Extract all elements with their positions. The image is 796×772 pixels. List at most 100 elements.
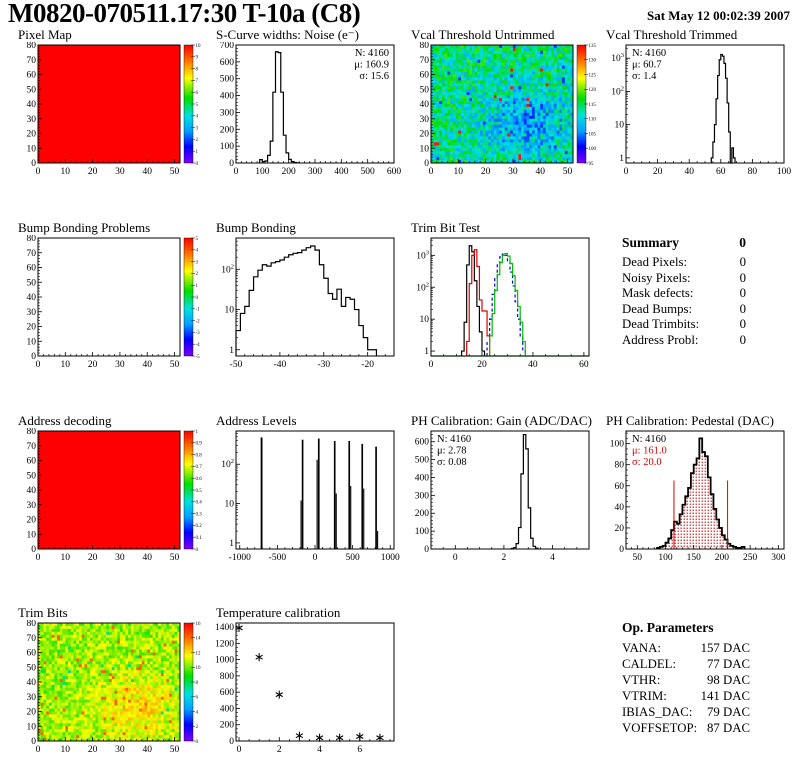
svg-text:50: 50 [170,360,180,370]
svg-text:102: 102 [221,263,234,275]
svg-text:20: 20 [88,167,98,177]
svg-text:20: 20 [615,524,625,534]
svg-text:200: 200 [220,125,235,135]
svg-text:102: 102 [416,281,429,293]
svg-text:1: 1 [229,346,234,356]
svg-text:10: 10 [420,144,430,154]
svg-text:50: 50 [170,167,180,177]
svg-text:100: 100 [610,440,625,450]
svg-text:50: 50 [563,167,573,177]
svg-text:3: 3 [196,260,199,265]
chart-canvas-temperature: 0 2 4 6 0 200 400 600 800 1000 1200 1400 [206,620,406,768]
svg-text:4: 4 [550,553,555,563]
svg-text:μ: 2.78: μ: 2.78 [437,446,467,457]
svg-text:1: 1 [424,347,429,357]
svg-text:40: 40 [420,100,430,110]
svg-text:0: 0 [429,360,434,370]
svg-text:10: 10 [61,360,71,370]
svg-text:20: 20 [477,360,487,370]
svg-text:-30: -30 [317,360,330,370]
chart-address-levels: Address Levels -1000 -500 0 500 1000 1 10 102 [206,414,406,606]
summary-label: Dead Bumps: [622,301,693,316]
svg-text:600: 600 [220,58,235,68]
svg-text:1: 1 [196,430,199,435]
svg-text:110: 110 [589,118,597,123]
svg-text:0: 0 [196,548,199,553]
chart-title: Address Levels [216,413,297,428]
chart-title: PH Calibration: Gain (ADC/DAC) [411,413,592,428]
svg-text:4: 4 [196,249,199,254]
svg-text:8: 8 [196,67,199,72]
svg-text:100: 100 [255,167,270,177]
svg-text:400: 400 [220,92,235,102]
chart-bump-bonding: Bump Bonding -50 -40 -30 -20 1 10 102 [206,221,406,413]
summary-title: Summary [622,235,679,250]
svg-text:30: 30 [27,115,37,125]
chart-vcal-threshold-untrimmed: Vcal Threshold Untrimmed 95 100 105 110 115 1… [401,28,601,220]
svg-text:4: 4 [196,115,199,120]
chart-canvas-vcal-trimmed: 0 20 40 60 80 100 1 10 102 103 N: 4160 μ: 60.7 σ: 1.… [596,42,796,190]
svg-text:20: 20 [88,553,98,563]
svg-text:100: 100 [589,147,597,152]
svg-text:0.6: 0.6 [196,477,203,482]
svg-text:0: 0 [31,159,36,169]
page-title: M0820-070511.17:30 T-10a (C8) [8,0,361,28]
svg-text:20: 20 [420,130,430,140]
svg-text:40: 40 [142,360,152,370]
svg-text:600: 600 [387,167,402,177]
svg-text:40: 40 [142,553,152,563]
svg-text:20: 20 [27,323,37,333]
svg-text:60: 60 [615,482,625,492]
chart-canvas-vcal-untrimmed: 95 100 105 110 115 120 125 130 135 0 10 20 30 40 50 0 10… [401,42,601,190]
chart-canvas-ph-pedestal: 50 100 150 200 250 300 0 20 40 60 80 100 N: 4160 μ: 1… [596,428,796,576]
chart-address-decoding: Address decoding 0 0.1 0.2 0.3 0.4 0.5 0.6 0.7 0… [8,414,208,606]
svg-text:105: 105 [589,132,597,137]
svg-text:0.9: 0.9 [196,442,203,447]
svg-text:0.4: 0.4 [196,501,203,506]
svg-text:200: 200 [715,553,730,563]
svg-text:6: 6 [196,91,199,96]
op-parameter-label: VTRIM: [622,689,667,703]
chart-canvas-trim-bits: 0 2 4 6 8 10 12 14 16 0 10 20 30 40 50 0 10 20 30 40 50 60 70 8… [8,620,208,768]
op-parameter-value: 79 DAC [706,705,750,719]
svg-text:60: 60 [27,457,37,467]
op-parameter-value: 87 DAC [706,721,750,735]
svg-text:10: 10 [196,44,202,49]
svg-text:30: 30 [508,167,518,177]
svg-text:40: 40 [27,486,37,496]
svg-text:σ: 1.4: σ: 1.4 [632,71,657,82]
summary-row: Dead Trimbits: 0 [622,317,746,333]
chart-temperature-calibration: Temperature calibration 0 2 4 6 0 200 400 600 80… [206,606,406,772]
svg-text:70: 70 [27,442,37,452]
svg-text:μ: 161.0: μ: 161.0 [632,446,667,457]
svg-text:σ: 0.08: σ: 0.08 [437,457,467,468]
svg-text:300: 300 [771,553,786,563]
svg-text:0: 0 [36,553,41,563]
svg-text:0.3: 0.3 [196,512,203,517]
summary-label: Dead Trimbits: [622,317,700,332]
svg-text:0: 0 [36,360,41,370]
op-parameter-label: CALDEL: [622,657,677,671]
op-parameter-row: VANA: 157 DAC [622,640,750,656]
summary-block: Summary 0 Dead Pixels: 0 Noisy Pixels: 0 M… [596,221,796,413]
op-parameters-title: Op. Parameters [622,620,714,635]
op-parameter-row: IBIAS_DAC: 79 DAC [622,704,750,720]
svg-text:250: 250 [743,553,758,563]
svg-text:400: 400 [415,473,430,483]
op-parameter-row: VTHR: 98 DAC [622,672,750,688]
svg-text:10: 10 [61,553,71,563]
svg-text:0: 0 [453,553,458,563]
svg-text:200: 200 [282,167,297,177]
chart-canvas-pixel-map: 0 1 2 3 4 5 6 7 8 9 10 0 10 20 30 40 50 0 10 20 30 40 50 60 70 80 [8,42,208,190]
svg-text:95: 95 [589,162,595,167]
op-parameter-label: IBIAS_DAC: [622,705,693,719]
chart-title: Bump Bonding [216,220,296,235]
svg-text:0.7: 0.7 [196,465,203,470]
svg-text:9: 9 [196,56,199,61]
svg-text:3: 3 [196,126,199,131]
svg-text:60: 60 [716,167,726,177]
svg-text:N: 4160: N: 4160 [355,48,389,59]
svg-text:0: 0 [229,159,234,169]
chart-title: Bump Bonding Problems [18,220,151,235]
svg-text:-40: -40 [274,360,287,370]
